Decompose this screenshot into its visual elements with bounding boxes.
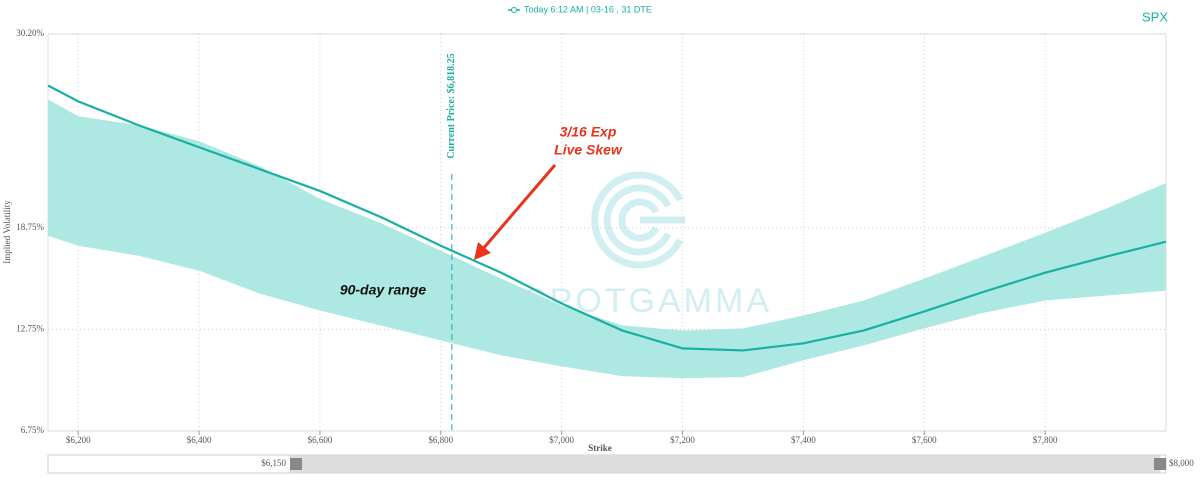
annotation-arrow [480,164,557,251]
range-label: 90-day range [340,282,427,298]
x-tick-label: $7,000 [549,435,574,445]
navigator-label: $6,150 [261,458,286,468]
range-area [48,99,1166,379]
y-axis-title: Implied Volatility [2,200,12,264]
x-tick-label: $6,400 [187,435,212,445]
x-axis-title: Strike [588,443,612,453]
legend-label[interactable]: Today 6:12 AM | 03-16 , 31 DTE [524,4,652,14]
current-price-label: Current Price: $6,818.25 [446,53,457,158]
navigator-handle[interactable] [1154,458,1166,470]
x-tick-label: $6,800 [428,435,453,445]
symbol: SPX [1142,9,1168,24]
x-tick-label: $6,600 [308,435,333,445]
legend-marker [511,7,517,13]
y-tick-label: 12.75% [16,323,44,333]
series-line [47,84,1167,352]
navigator-selection[interactable] [290,455,1160,473]
x-tick-label: $7,800 [1033,435,1058,445]
navigator-label: $8,000 [1169,458,1194,468]
x-tick-label: $7,400 [791,435,816,445]
y-tick-label: 30.20% [16,28,44,38]
x-tick-label: $7,600 [912,435,937,445]
current-price-label-bg [443,42,460,170]
annotation-text: Live Skew [554,142,623,158]
annotation-arrowhead [474,242,491,260]
annotation-text: 3/16 Exp [560,124,617,140]
y-tick-label: 18.75% [16,222,44,232]
navigator-handle[interactable] [290,458,302,470]
x-tick-label: $7,200 [670,435,695,445]
x-tick-label: $6,200 [66,435,91,445]
watermark-logo [591,171,685,269]
y-tick-label: 6.75% [21,425,45,435]
